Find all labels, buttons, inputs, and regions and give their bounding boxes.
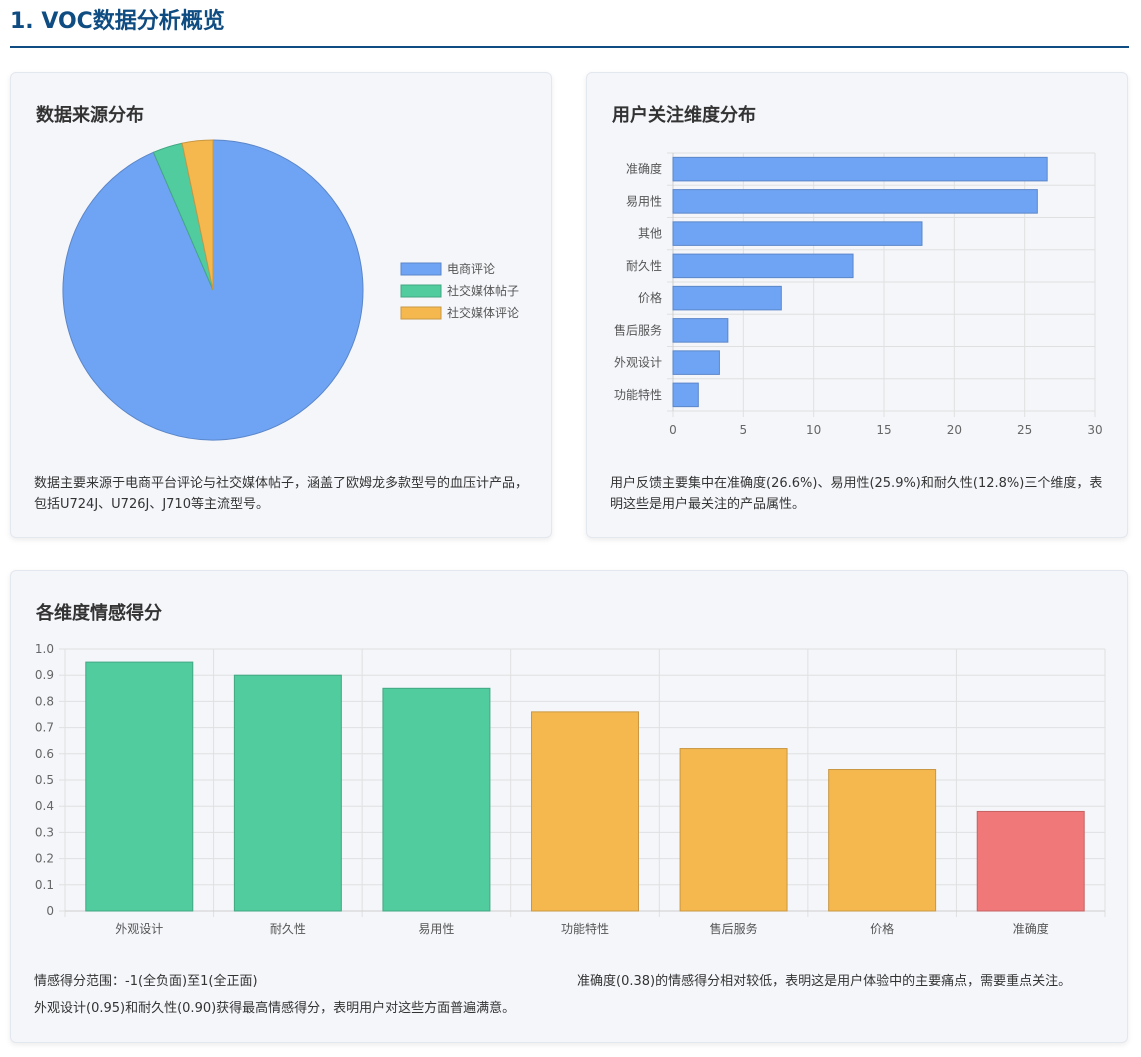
dimension-bar-0[interactable] xyxy=(672,156,1048,182)
y-tick-label: 0.6 xyxy=(35,747,54,761)
y-tick-label: 功能特性 xyxy=(614,387,662,402)
sentiment-bar-3[interactable] xyxy=(531,711,639,912)
dimension-bar-4[interactable] xyxy=(672,285,782,311)
y-tick-label: 0.7 xyxy=(35,721,54,735)
legend-label-0: 电商评论 xyxy=(447,261,495,276)
sentiment-note-low: 准确度(0.38)的情感得分相对较低，表明这是用户体验中的主要痛点，需要重点关注… xyxy=(577,974,1072,989)
legend-label-1: 社交媒体帖子 xyxy=(447,283,519,298)
y-tick-label: 准确度 xyxy=(626,161,662,176)
x-tick-label: 10 xyxy=(806,423,821,437)
dimension-bar-3[interactable] xyxy=(672,253,854,279)
y-tick-label: 0.1 xyxy=(35,878,54,892)
source-distribution-card: 数据来源分布 电商评论社交媒体帖子 社交媒体评论 数据主要来源于电商平台评论与社交… xyxy=(10,72,552,538)
legend-swatch-2 xyxy=(400,306,442,320)
x-tick-label: 25 xyxy=(1017,423,1032,437)
y-tick-label: 其他 xyxy=(638,227,662,241)
y-tick-label: 易用性 xyxy=(626,194,662,208)
y-tick-label: 耐久性 xyxy=(626,259,662,273)
page-title: 1. VOC数据分析概览 xyxy=(10,8,1129,48)
y-tick-label: 0 xyxy=(46,904,54,918)
dimension-bar-1[interactable] xyxy=(672,189,1038,214)
y-tick-label: 外观设计 xyxy=(614,356,662,370)
dimension-card-description: 用户反馈主要集中在准确度(26.6%)、易用性(25.9%)和耐久性(12.8%… xyxy=(610,476,1103,512)
y-tick-label: 0.8 xyxy=(35,694,54,708)
legend-swatch-0 xyxy=(400,262,442,276)
x-tick-label: 0 xyxy=(669,423,677,437)
y-tick-label: 0.9 xyxy=(35,668,54,682)
sentiment-note-range: 情感得分范围：-1(全负面)至1(全正面) xyxy=(34,974,258,989)
sentiment-card-title: 各维度情感得分 xyxy=(36,603,162,624)
dimension-bar-5[interactable] xyxy=(672,318,729,343)
dimension-distribution-card: 用户关注维度分布 0 5 10 15 20 25 30 准确度易用性其他耐久性价格售后服务外观… xyxy=(586,72,1128,538)
legend-swatch-1 xyxy=(400,284,442,298)
x-tick-label: 售后服务 xyxy=(710,921,758,936)
y-tick-label: 售后服务 xyxy=(614,322,662,337)
sentiment-bar-2[interactable] xyxy=(382,687,491,912)
dimension-bar-6[interactable] xyxy=(672,350,720,375)
sentiment-bar-6[interactable] xyxy=(976,810,1085,912)
y-tick-label: 0.2 xyxy=(35,852,54,866)
pie-slice-0[interactable] xyxy=(62,139,364,441)
sentiment-bar-1[interactable] xyxy=(233,674,342,912)
x-tick-label: 20 xyxy=(947,423,962,437)
legend-label-2: 社交媒体评论 xyxy=(447,305,519,320)
dimension-card-title: 用户关注维度分布 xyxy=(612,105,756,126)
y-tick-label: 0.5 xyxy=(35,773,54,787)
x-tick-label: 30 xyxy=(1087,423,1102,437)
sentiment-bar-0[interactable] xyxy=(85,661,194,912)
source-card-title: 数据来源分布 xyxy=(36,105,144,126)
x-tick-label: 15 xyxy=(876,423,891,437)
y-tick-label: 价格 xyxy=(638,290,662,305)
dimension-bar-2[interactable] xyxy=(672,221,923,246)
y-tick-label: 0.3 xyxy=(35,825,54,839)
y-tick-label: 0.4 xyxy=(35,799,54,813)
x-tick-label: 耐久性 xyxy=(270,922,306,936)
dimension-bar-7[interactable] xyxy=(672,382,699,408)
x-tick-label: 5 xyxy=(740,423,748,437)
x-tick-label: 外观设计 xyxy=(115,922,163,936)
x-tick-label: 易用性 xyxy=(418,922,454,936)
x-tick-label: 准确度 xyxy=(1013,921,1049,936)
y-tick-label: 1.0 xyxy=(35,642,54,656)
sentiment-bar-4[interactable] xyxy=(679,748,788,912)
sentiment-bar-chart: 0 0.1 0.2 0.3 0.4 0.5 0.6 0.7 0.8 0.9 1.0 外观设计 耐久性 易用… xyxy=(35,642,1106,936)
x-tick-label: 功能特性 xyxy=(561,921,609,936)
x-tick-label: 价格 xyxy=(870,921,894,936)
source-card-description: 数据主要来源于电商平台评论与社交媒体帖子，涵盖了欧姆龙多款型号的血压计产品，包括… xyxy=(34,476,529,512)
pie-slice-2[interactable] xyxy=(181,139,214,291)
sentiment-score-card: 各维度情感得分 0 0.1 0.2 0.3 0.4 0.5 0.6 0.7 0.8 0.9 1.0 外… xyxy=(10,570,1128,1043)
sentiment-note-high: 外观设计(0.95)和耐久性(0.90)获得最高情感得分，表明用户对这些方面普遍… xyxy=(34,1001,516,1016)
sentiment-bar-5[interactable] xyxy=(828,769,937,912)
